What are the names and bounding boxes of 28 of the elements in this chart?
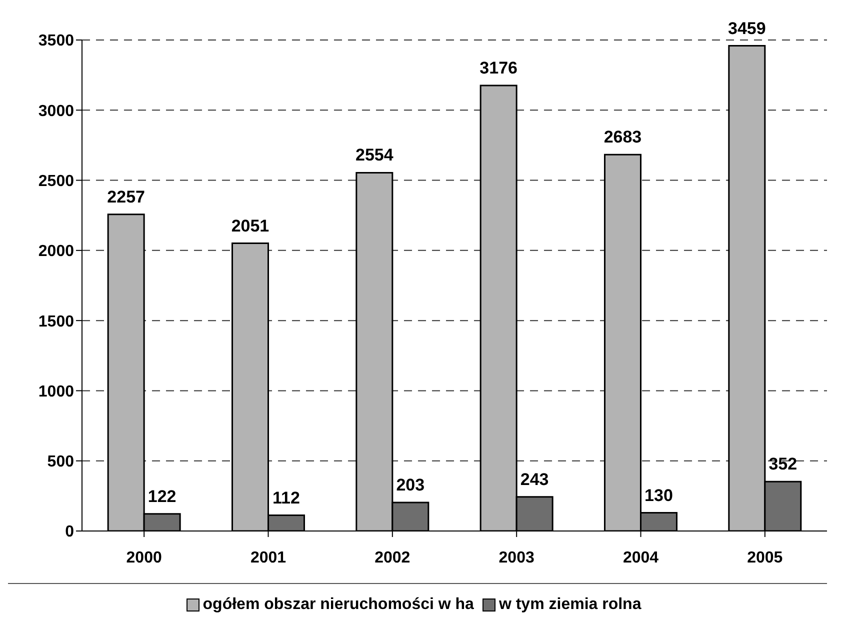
data-label: 3459 [728, 18, 766, 38]
legend-label: ogółem obszar nieruchomości w ha [202, 596, 474, 614]
y-tick-label: 3000 [38, 102, 74, 120]
data-label: 3176 [480, 58, 518, 78]
data-label: 2051 [231, 216, 270, 236]
data-label: 112 [272, 488, 300, 508]
x-tick-label: 2001 [250, 549, 286, 566]
y-tick-label: 1000 [38, 383, 74, 400]
x-tick-label: 2003 [498, 549, 534, 566]
data-label: 2554 [355, 146, 394, 165]
y-tick-label: 0 [65, 524, 74, 541]
data-label: 130 [644, 486, 673, 505]
y-tick-label: 500 [47, 454, 74, 471]
y-tick-label: 1500 [38, 313, 74, 330]
legend-label: w tym ziemia rolna [498, 596, 642, 614]
x-tick-label: 2000 [126, 549, 162, 566]
data-label: 243 [520, 470, 549, 489]
y-tick-label: 3500 [38, 32, 74, 50]
x-tick-label: 2002 [374, 549, 410, 566]
data-label: 2257 [107, 187, 145, 206]
data-label: 352 [768, 454, 798, 474]
x-tick-label: 2005 [747, 549, 783, 566]
y-tick-label: 2000 [38, 243, 74, 260]
x-tick-label: 2004 [622, 549, 659, 566]
data-label: 2683 [604, 128, 642, 147]
y-tick-label: 2500 [38, 172, 74, 190]
data-label: 203 [396, 476, 425, 495]
data-label: 122 [148, 486, 176, 506]
